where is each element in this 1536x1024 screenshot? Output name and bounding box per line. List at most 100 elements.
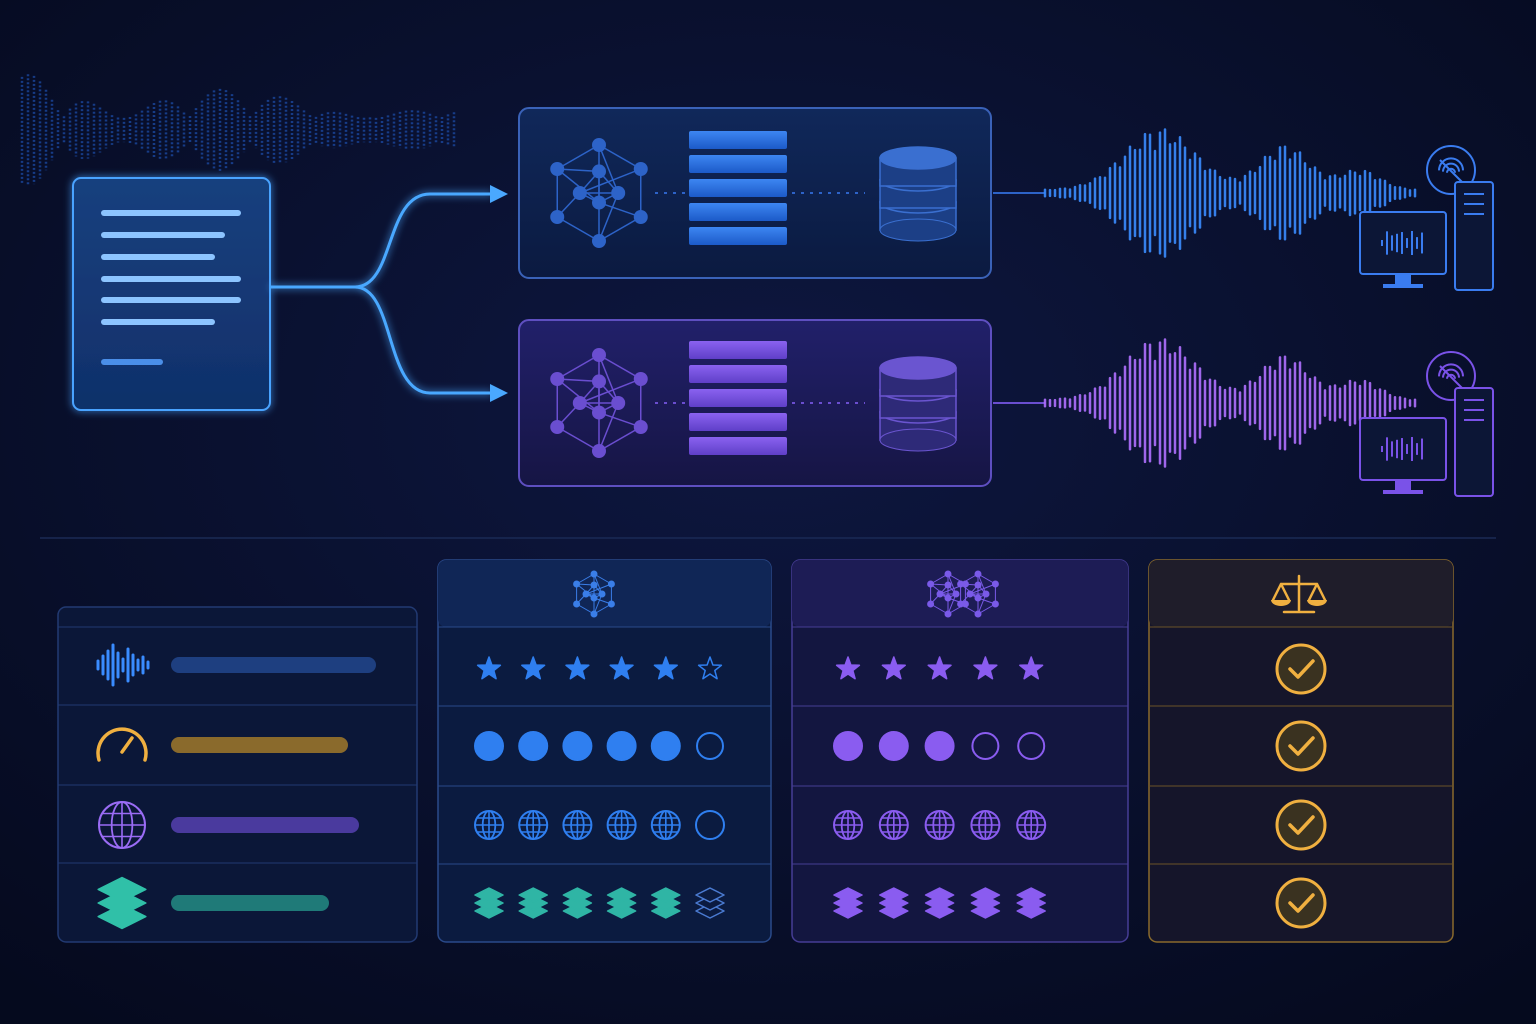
monitor-stand [1383, 480, 1423, 494]
document-lines [101, 210, 241, 365]
tower [1454, 181, 1494, 291]
check-badge [1275, 643, 1327, 695]
header-balance [1271, 574, 1327, 614]
node [974, 610, 982, 618]
check-mark [1288, 736, 1315, 756]
node [590, 581, 598, 589]
header-icon [957, 570, 999, 618]
check-badge [1275, 720, 1327, 772]
edge [598, 402, 619, 452]
edge [593, 593, 603, 615]
legend-rows [96, 643, 376, 930]
empty-icons [695, 810, 725, 840]
layers-icon [1016, 887, 1046, 903]
globe-lines [607, 811, 636, 839]
filled-icons [474, 731, 681, 761]
node [991, 600, 999, 608]
node [974, 570, 982, 578]
globe-lines [971, 811, 1000, 839]
node [991, 580, 999, 588]
output-waveforms [1043, 128, 1417, 468]
pipeline [550, 341, 1045, 458]
edge [598, 144, 619, 194]
edge [593, 573, 603, 595]
star-icon [609, 656, 634, 680]
filled-icons [833, 887, 1046, 919]
layers-icon [474, 887, 504, 903]
filled-icons [474, 810, 681, 840]
globe-lines [475, 811, 503, 839]
globe-lines [834, 811, 862, 839]
node [607, 600, 615, 608]
node [944, 570, 952, 578]
node [550, 372, 565, 386]
edge [969, 583, 996, 595]
globe-lines [99, 802, 145, 848]
globe-lines [925, 811, 954, 839]
star-icon [927, 656, 952, 680]
row-dividers [58, 626, 1453, 865]
node [633, 162, 648, 176]
node [936, 590, 944, 598]
filled-icons [833, 810, 1047, 840]
layers-icon [695, 887, 725, 903]
node [607, 580, 615, 588]
monitor-stand [1383, 274, 1423, 288]
dot-icon [518, 731, 549, 761]
edge [947, 593, 957, 615]
star-icon [881, 656, 906, 680]
node [982, 590, 990, 598]
globe-lines [1017, 811, 1046, 839]
node [611, 396, 626, 410]
layers-icon [562, 887, 593, 903]
filled-icons [833, 731, 955, 761]
node [611, 186, 626, 200]
layers-icon [651, 887, 681, 903]
edge [598, 192, 619, 242]
check-mark [1288, 659, 1315, 679]
dot-icon [650, 731, 681, 761]
star-icon [973, 656, 998, 680]
edge [977, 593, 987, 615]
node [572, 186, 587, 200]
layer-bar [689, 413, 787, 431]
dot-icon [833, 731, 863, 761]
node [590, 570, 598, 578]
node [573, 580, 581, 588]
layers-icon [97, 876, 147, 903]
node [550, 420, 565, 434]
layers-icon [970, 887, 1001, 903]
globe-icon [695, 810, 725, 840]
edge [556, 144, 600, 170]
edge [977, 573, 987, 595]
node [944, 581, 952, 589]
node [592, 138, 606, 152]
check-badge [1275, 799, 1327, 851]
node [592, 444, 606, 458]
db-bottom [879, 218, 957, 242]
legend-gauge [96, 727, 148, 762]
star-icon [653, 656, 678, 680]
layer-bar [689, 179, 787, 197]
node [633, 372, 648, 386]
node [550, 210, 565, 224]
edge [598, 426, 642, 452]
wifi-arc [1438, 363, 1464, 377]
node [927, 580, 935, 588]
pipeline-icons [550, 131, 1045, 458]
tower [1454, 387, 1494, 497]
node [944, 610, 952, 618]
header-icon [927, 570, 969, 618]
node [592, 348, 606, 362]
node [572, 396, 587, 410]
node [590, 594, 598, 602]
dot-icon [971, 732, 1000, 760]
globe-lines [519, 811, 548, 839]
wifi-arc [1438, 157, 1464, 171]
node [944, 594, 952, 602]
edge [598, 411, 642, 428]
filled-icons [476, 656, 678, 680]
layer-bar [689, 155, 787, 173]
